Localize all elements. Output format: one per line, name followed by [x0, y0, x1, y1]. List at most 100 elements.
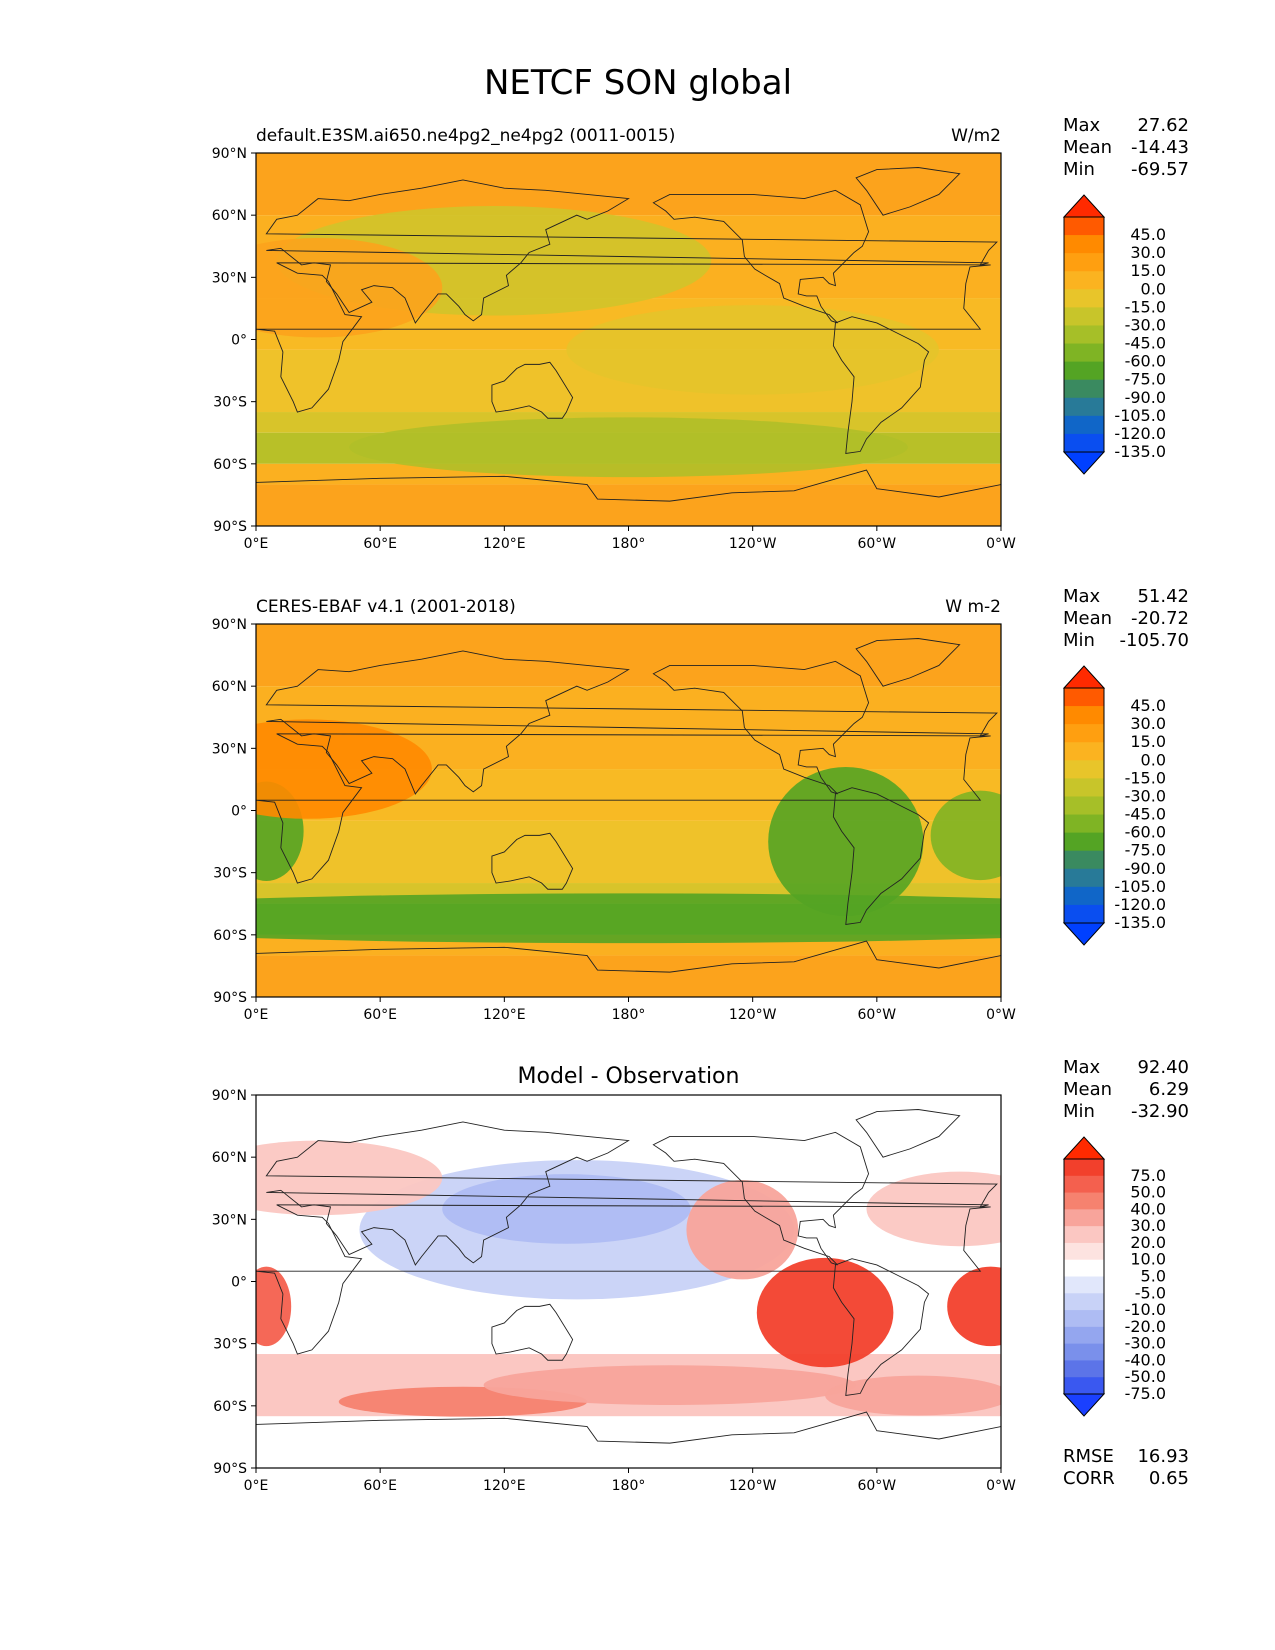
field-blob: [686, 1179, 799, 1280]
colorbar: 45.030.015.00.0-15.0-30.0-45.0-60.0-75.0…: [1062, 665, 1166, 946]
field-blob: [566, 305, 939, 395]
field-band: [256, 624, 1001, 687]
colorbar-frame: [1063, 1158, 1105, 1395]
colorbar-segment: [1064, 433, 1104, 453]
colorbar-tick-label: -120.0: [1114, 424, 1166, 443]
colorbar-segment: [1064, 1360, 1104, 1378]
lon-tick-label: 120°E: [483, 1007, 526, 1023]
colorbar-segment: [1064, 1226, 1104, 1244]
stat-label: Min: [1063, 1101, 1095, 1122]
colorbar-segment: [1064, 271, 1104, 290]
stat-label: Min: [1063, 159, 1095, 180]
coastline: [652, 1131, 870, 1266]
colorbar-tick-label: -30.0: [1125, 786, 1166, 805]
colorbar-tick-label: -135.0: [1114, 913, 1166, 932]
coastline: [256, 1411, 1001, 1468]
field-blob: [349, 417, 908, 478]
colorbar-segment: [1064, 904, 1104, 924]
colorbar-tick-label: 10.0: [1130, 1250, 1166, 1269]
field-blob: [768, 766, 924, 917]
lat-tick-label: 30°N: [212, 270, 247, 286]
stat-label: Mean: [1063, 137, 1112, 158]
lat-tick-label: 0°: [231, 804, 247, 820]
field-blob: [256, 1266, 292, 1347]
lat-tick-label: 30°S: [213, 395, 247, 411]
colorbar-tick-label: -60.0: [1125, 823, 1166, 842]
lon-tick-label: 60°W: [857, 1478, 896, 1494]
colorbar-tick-label: 30.0: [1130, 1216, 1166, 1235]
colorbar-tick-label: -30.0: [1125, 1334, 1166, 1353]
colorbar-segment: [1064, 1343, 1104, 1361]
stat-label: RMSE: [1063, 1446, 1114, 1467]
colorbar: 45.030.015.00.0-15.0-30.0-45.0-60.0-75.0…: [1062, 194, 1166, 475]
lon-tick-label: 0°E: [244, 1478, 269, 1494]
lat-tick-label: 90°N: [212, 146, 247, 162]
colorbar-frame: [1063, 216, 1105, 453]
colorbar-extend-max: [1062, 1136, 1106, 1160]
colorbar-tick-label: -40.0: [1125, 1350, 1166, 1369]
colorbar-segment: [1064, 307, 1104, 326]
colorbar-segment: [1064, 235, 1104, 254]
stat-label: Mean: [1063, 1079, 1112, 1100]
colorbar-tick-label: 30.0: [1130, 714, 1166, 733]
colorbar-tick-label: -60.0: [1125, 352, 1166, 371]
coastline: [832, 787, 930, 925]
colorbar-segment: [1064, 379, 1104, 399]
lon-tick-label: 0°E: [244, 1007, 269, 1023]
coastline: [265, 650, 998, 795]
lat-tick-label: 30°S: [213, 1337, 247, 1353]
colorbar-tick-label: -15.0: [1125, 768, 1166, 787]
colorbar-extend-min: [1062, 922, 1106, 946]
colorbar-segment: [1064, 688, 1104, 707]
coastline: [256, 469, 1001, 526]
field-panel-2: [256, 624, 1001, 997]
stat-value: -14.43: [1131, 137, 1189, 158]
colorbar-segment: [1064, 832, 1104, 852]
lon-tick-label: 180°: [612, 536, 646, 552]
panel-units: W m-2: [945, 597, 1001, 617]
colorbar-tick-label: -30.0: [1125, 315, 1166, 334]
lon-tick-label: 120°W: [729, 536, 777, 552]
stat-value: 6.29: [1149, 1079, 1189, 1100]
lon-tick-label: 120°W: [729, 1478, 777, 1494]
lon-tick-label: 0°E: [244, 536, 269, 552]
lon-tick-label: 120°W: [729, 1007, 777, 1023]
colorbar-segment: [1064, 361, 1104, 381]
lat-tick-label: 0°: [231, 333, 247, 349]
lon-tick-label: 60°W: [857, 536, 896, 552]
field-band: [256, 153, 1001, 216]
lat-tick-label: 90°N: [212, 1088, 247, 1104]
colorbar-extend-min: [1062, 451, 1106, 475]
stat-label: Min: [1063, 630, 1095, 651]
panel-left-title: default.E3SM.ai650.ne4pg2_ne4pg2 (0011-0…: [256, 126, 675, 146]
colorbar-segment: [1064, 1326, 1104, 1345]
colorbar-tick-label: -75.0: [1125, 370, 1166, 389]
field-blob: [756, 1257, 894, 1368]
lon-tick-label: 60°E: [363, 1478, 397, 1494]
lon-tick-label: 180°: [612, 1478, 646, 1494]
colorbar-segment: [1064, 724, 1104, 743]
stat-value: 16.93: [1137, 1446, 1189, 1467]
coastline: [256, 940, 1001, 997]
colorbar-extend-min: [1062, 1393, 1106, 1417]
coastline: [832, 1258, 930, 1396]
colorbar-segment: [1064, 253, 1104, 272]
colorbar-tick-label: -90.0: [1125, 388, 1166, 407]
lon-tick-label: 0°W: [986, 536, 1016, 552]
lon-tick-label: 120°E: [483, 1478, 526, 1494]
colorbar-segment: [1064, 1175, 1104, 1194]
lon-tick-label: 120°E: [483, 536, 526, 552]
stat-value: 0.65: [1149, 1468, 1189, 1489]
coastlines: [256, 1109, 1001, 1468]
lat-tick-label: 30°S: [213, 866, 247, 882]
colorbar-tick-label: 20.0: [1130, 1233, 1166, 1252]
lat-tick-label: 60°S: [213, 457, 247, 473]
stat-label: CORR: [1063, 1468, 1115, 1489]
lat-tick-label: 60°S: [213, 1399, 247, 1415]
panel-center-title: Model - Observation: [518, 1064, 740, 1089]
colorbar-tick-label: 15.0: [1130, 261, 1166, 280]
lat-tick-label: 90°S: [213, 990, 247, 1006]
field-blob: [483, 1365, 857, 1406]
colorbar-tick-label: -20.0: [1125, 1317, 1166, 1336]
coastline: [491, 832, 574, 890]
